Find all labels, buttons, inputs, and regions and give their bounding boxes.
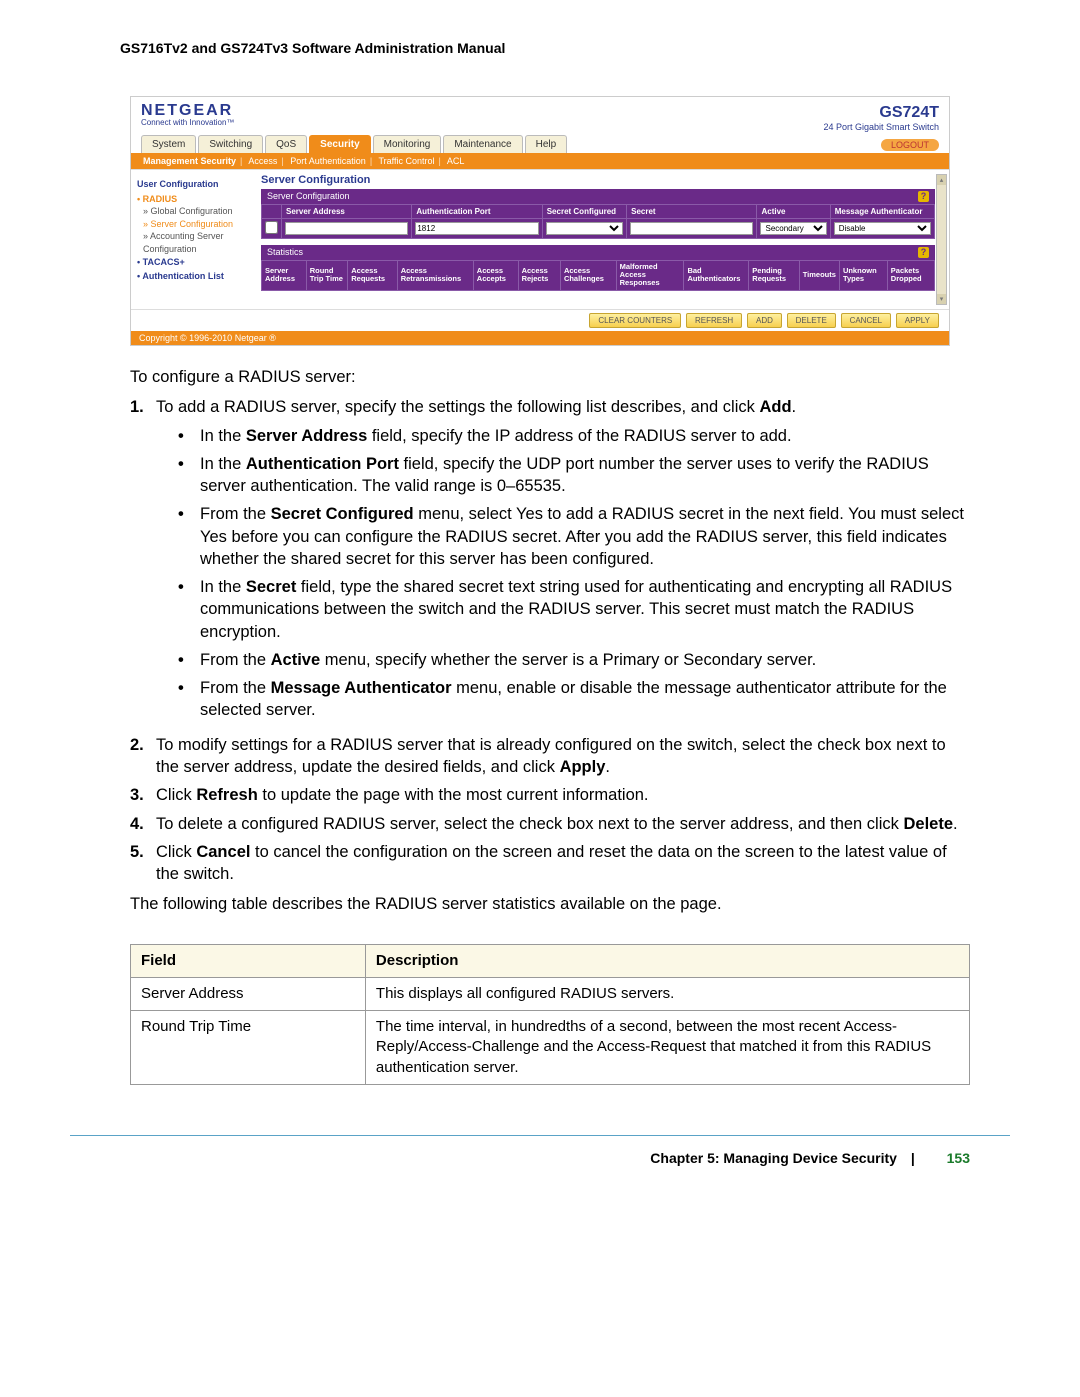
chapter-label: Chapter 5: Managing Device Security xyxy=(650,1150,897,1166)
bullet: From the Active menu, specify whether th… xyxy=(178,649,970,671)
scroll-up-icon[interactable]: ▴ xyxy=(937,175,946,185)
bullet: In the Server Address field, specify the… xyxy=(178,425,970,447)
subtab-acl[interactable]: ACL xyxy=(447,156,465,166)
statistics-header: Statistics ? xyxy=(261,245,935,260)
nav-user-cfg[interactable]: User Configuration xyxy=(137,178,255,191)
copyright: Copyright © 1996-2010 Netgear ® xyxy=(131,331,949,345)
tab-system[interactable]: System xyxy=(141,135,196,153)
secret-input[interactable] xyxy=(630,222,753,235)
logo: NETGEAR xyxy=(141,102,233,119)
nav-server-cfg[interactable]: » Server Configuration xyxy=(137,218,255,231)
table-intro: The following table describes the RADIUS… xyxy=(130,893,970,915)
nav-tacacs[interactable]: • TACACS+ xyxy=(137,256,255,269)
cancel-button[interactable]: CANCEL xyxy=(841,313,891,328)
step-1: 1. To add a RADIUS server, specify the s… xyxy=(130,396,970,727)
action-bar: CLEAR COUNTERS REFRESH ADD DELETE CANCEL… xyxy=(131,309,949,331)
row-checkbox[interactable] xyxy=(265,221,278,234)
statistics-table: Server Address Round Trip Time Access Re… xyxy=(261,260,935,291)
cfg-input-row: Secondary Disable xyxy=(262,218,935,238)
add-button[interactable]: ADD xyxy=(747,313,782,328)
logo-tagline: Connect with Innovation™ xyxy=(141,119,234,127)
secret-configured-select[interactable] xyxy=(546,222,623,235)
model: GS724T xyxy=(823,103,939,122)
subtab-access[interactable]: Access xyxy=(248,156,277,166)
tab-help[interactable]: Help xyxy=(525,135,568,153)
th-desc: Description xyxy=(365,944,969,977)
delete-button[interactable]: DELETE xyxy=(787,313,836,328)
server-cfg-header: Server Configuration ? xyxy=(261,189,935,204)
subtab-port-auth[interactable]: Port Authentication xyxy=(290,156,366,166)
active-select[interactable]: Secondary xyxy=(760,222,826,235)
scroll-down-icon[interactable]: ▾ xyxy=(937,294,946,304)
page-footer: Chapter 5: Managing Device Security | 15… xyxy=(70,1150,1010,1166)
tab-maintenance[interactable]: Maintenance xyxy=(443,135,522,153)
refresh-button[interactable]: REFRESH xyxy=(686,313,742,328)
subtab-traffic[interactable]: Traffic Control xyxy=(379,156,435,166)
model-sub: 24 Port Gigabit Smart Switch xyxy=(823,122,939,133)
nav-auth-list[interactable]: • Authentication List xyxy=(137,270,255,283)
auth-port-input[interactable] xyxy=(415,222,538,235)
step-3: 3. Click Refresh to update the page with… xyxy=(130,784,970,806)
apply-button[interactable]: APPLY xyxy=(896,313,939,328)
doc-content: To configure a RADIUS server: 1. To add … xyxy=(70,366,1010,1085)
intro-text: To configure a RADIUS server: xyxy=(130,366,970,388)
expand-icon[interactable]: ? xyxy=(918,191,929,202)
server-address-input[interactable] xyxy=(285,222,408,235)
expand-icon[interactable]: ? xyxy=(918,247,929,258)
model-block: GS724T 24 Port Gigabit Smart Switch xyxy=(823,103,939,133)
nav-acct-cfg[interactable]: » Accounting Server Configuration xyxy=(137,230,255,255)
nav-radius[interactable]: • RADIUS xyxy=(137,193,255,206)
server-cfg-table: Server Address Authentication Port Secre… xyxy=(261,204,935,239)
clear-counters-button[interactable]: CLEAR COUNTERS xyxy=(589,313,681,328)
table-row: Round Trip Time The time interval, in hu… xyxy=(131,1011,970,1085)
bullet: In the Authentication Port field, specif… xyxy=(178,453,970,498)
screenshot: NETGEAR Connect with Innovation™ GS724T … xyxy=(130,96,950,346)
bullet: From the Message Authenticator menu, ena… xyxy=(178,677,970,722)
table-row: Server Address This displays all configu… xyxy=(131,977,970,1010)
tab-qos[interactable]: QoS xyxy=(265,135,307,153)
msg-auth-select[interactable]: Disable xyxy=(834,222,931,235)
main-panel: Server Configuration Server Configuratio… xyxy=(261,174,949,309)
tab-security[interactable]: Security xyxy=(309,135,370,153)
sub-tabs: Management Security| Access| Port Authen… xyxy=(131,153,949,169)
bullet: From the Secret Configured menu, select … xyxy=(178,503,970,570)
doc-title: GS716Tv2 and GS724Tv3 Software Administr… xyxy=(70,40,1010,56)
stats-description-table: Field Description Server Address This di… xyxy=(130,944,970,1085)
panel-title: Server Configuration xyxy=(261,174,935,186)
bullet: In the Secret field, type the shared sec… xyxy=(178,576,970,643)
side-nav: User Configuration • RADIUS » Global Con… xyxy=(131,174,261,309)
main-tabs: System Switching QoS Security Monitoring… xyxy=(131,135,949,153)
nav-global-cfg[interactable]: » Global Configuration xyxy=(137,205,255,218)
step-2: 2. To modify settings for a RADIUS serve… xyxy=(130,734,970,779)
page-number: 153 xyxy=(947,1150,970,1166)
step-4: 4. To delete a configured RADIUS server,… xyxy=(130,813,970,835)
th-field: Field xyxy=(131,944,366,977)
subtab-mgmt-security[interactable]: Management Security xyxy=(143,156,236,166)
logout-button[interactable]: LOGOUT xyxy=(881,139,939,151)
step-5: 5. Click Cancel to cancel the configurat… xyxy=(130,841,970,886)
tab-monitoring[interactable]: Monitoring xyxy=(373,135,442,153)
footer-rule xyxy=(70,1135,1010,1136)
logo-block: NETGEAR Connect with Innovation™ xyxy=(141,103,234,127)
scrollbar[interactable]: ▴ ▾ xyxy=(936,174,947,305)
tab-switching[interactable]: Switching xyxy=(198,135,263,153)
